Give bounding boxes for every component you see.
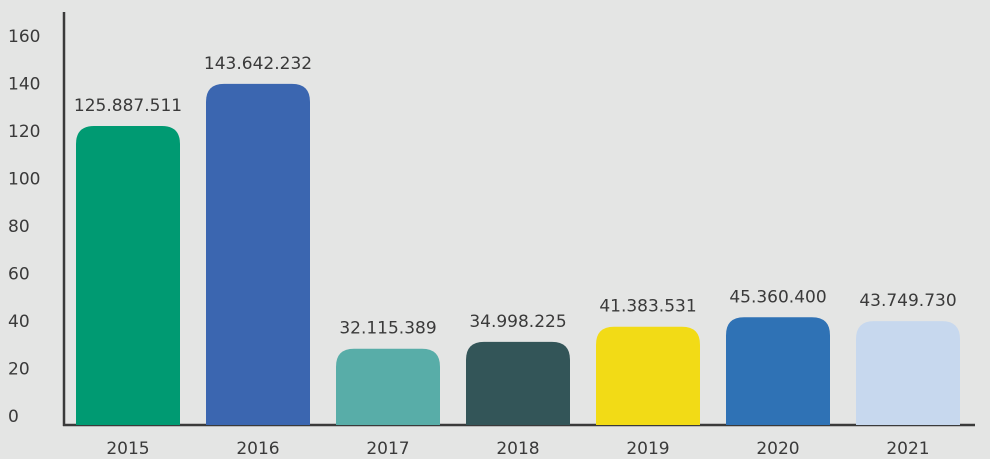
- y-tick-label: 80: [8, 217, 30, 237]
- value-label: 125.887.511: [74, 96, 182, 116]
- bar: [206, 83, 310, 425]
- x-tick-label: 2020: [756, 439, 799, 459]
- y-tick-label: 60: [8, 265, 30, 285]
- y-tick-label: 140: [8, 75, 40, 95]
- value-label: 41.383.531: [599, 297, 696, 317]
- value-label: 45.360.400: [729, 287, 826, 307]
- value-label: 32.115.389: [339, 319, 436, 339]
- y-tick-label: 100: [8, 170, 40, 190]
- x-tick-label: 2016: [236, 439, 279, 459]
- x-tick-label: 2021: [886, 439, 929, 459]
- y-tick-label: 0: [8, 407, 19, 427]
- x-tick-label: 2019: [626, 439, 669, 459]
- y-tick-label: 160: [8, 27, 40, 47]
- y-tick-label: 120: [8, 122, 40, 142]
- y-tick-label: 20: [8, 360, 30, 380]
- x-tick-label: 2015: [106, 439, 149, 459]
- value-label: 34.998.225: [469, 312, 566, 332]
- value-label: 43.749.730: [859, 291, 956, 311]
- value-label: 143.642.232: [204, 54, 312, 74]
- bar: [466, 341, 570, 425]
- bar: [336, 348, 440, 425]
- x-tick-label: 2017: [366, 439, 409, 459]
- x-tick-label: 2018: [496, 439, 539, 459]
- y-tick-label: 40: [8, 312, 30, 332]
- bar: [856, 321, 960, 425]
- bar: [76, 126, 180, 426]
- bar: [726, 317, 830, 425]
- bar: [596, 326, 700, 425]
